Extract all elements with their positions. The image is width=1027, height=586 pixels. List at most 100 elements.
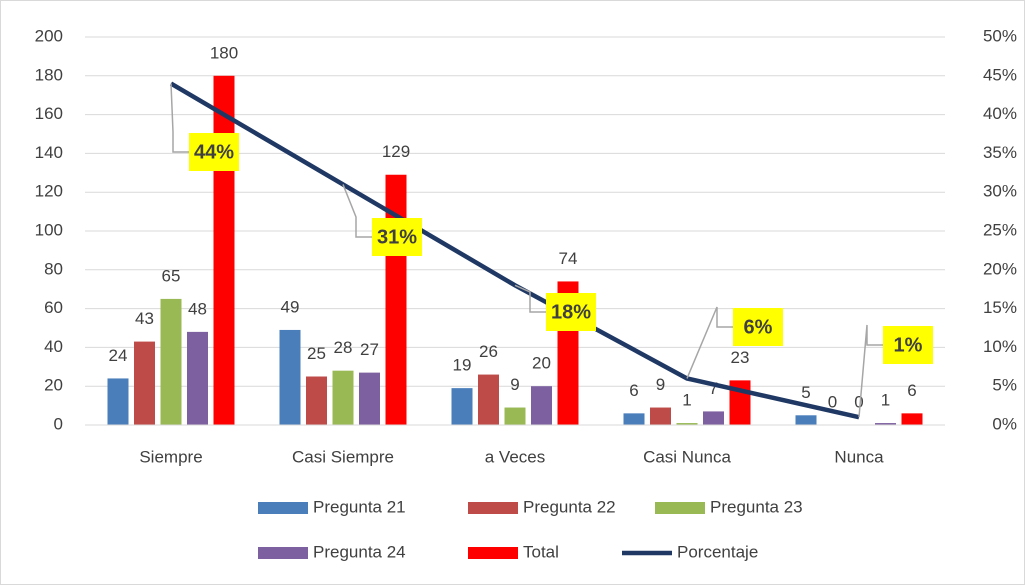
y2-tick-label: 0%	[992, 414, 1017, 433]
y-tick-label: 200	[35, 26, 63, 45]
y-tick-label: 160	[35, 104, 63, 123]
data-label: 19	[453, 356, 472, 375]
y-tick-label: 100	[35, 220, 63, 239]
data-label: 74	[559, 249, 578, 268]
label-box	[189, 133, 239, 171]
legend-label: Pregunta 21	[313, 497, 406, 516]
data-label: 6	[629, 381, 638, 400]
y-tick-label: 60	[44, 298, 63, 317]
data-label: 1	[682, 391, 691, 410]
data-label: 7	[709, 379, 718, 398]
data-label: 18%	[551, 301, 591, 323]
data-label: 6%	[744, 316, 773, 338]
x-tick-label: Casi Nunca	[643, 447, 731, 466]
bar	[901, 413, 923, 425]
y-tick-label: 40	[44, 337, 63, 356]
y2-tick-label: 50%	[983, 26, 1017, 45]
data-label: 1	[881, 391, 890, 410]
label-box	[372, 218, 422, 256]
bar	[531, 386, 552, 425]
data-label: 9	[510, 375, 519, 394]
y-tick-label: 140	[35, 143, 63, 162]
leader-line	[170, 83, 191, 153]
legend-swatch	[468, 547, 518, 559]
legend-swatch	[468, 502, 518, 514]
label-box	[546, 293, 596, 331]
x-tick-label: Casi Siempre	[292, 447, 394, 466]
data-label: 6	[907, 381, 916, 400]
label-box	[883, 326, 933, 364]
bar	[504, 407, 526, 425]
bar	[134, 341, 155, 425]
leader-line	[686, 306, 735, 379]
bar	[703, 411, 724, 425]
bar	[650, 407, 671, 425]
legend-label: Porcentaje	[677, 542, 758, 561]
data-label: 28	[334, 338, 353, 357]
y2-tick-label: 20%	[983, 259, 1017, 278]
y-tick-label: 180	[35, 65, 63, 84]
legend-label: Pregunta 24	[313, 542, 406, 561]
legend-label: Total	[523, 542, 559, 561]
bar	[623, 413, 645, 425]
leader-line	[514, 284, 548, 313]
x-tick-label: a Veces	[485, 447, 546, 466]
y2-tick-label: 15%	[983, 298, 1017, 317]
bar	[213, 75, 235, 426]
data-label: 5	[801, 383, 810, 402]
data-label: 26	[479, 342, 498, 361]
data-label: 49	[281, 297, 300, 316]
x-tick-label: Nunca	[834, 447, 884, 466]
bar	[332, 370, 354, 425]
bar	[478, 374, 499, 425]
bar	[160, 298, 182, 425]
y-tick-label: 80	[44, 259, 63, 278]
bar	[306, 376, 327, 425]
bar	[187, 331, 208, 425]
leader-line	[858, 324, 885, 418]
y2-tick-label: 45%	[983, 65, 1017, 84]
legend-label: Pregunta 23	[710, 497, 803, 516]
data-label: 24	[109, 346, 128, 365]
y-tick-label: 20	[44, 376, 63, 395]
y2-tick-label: 40%	[983, 104, 1017, 123]
legend-label: Pregunta 22	[523, 497, 616, 516]
bar	[795, 415, 817, 425]
y2-tick-label: 25%	[983, 220, 1017, 239]
y-tick-label: 120	[35, 182, 63, 201]
bar	[107, 378, 129, 425]
data-label: 180	[210, 43, 238, 62]
x-tick-label: Siempre	[139, 447, 202, 466]
bar	[359, 372, 380, 425]
data-label: 1%	[894, 334, 923, 356]
data-label: 129	[382, 142, 410, 161]
data-label: 0	[854, 392, 863, 411]
data-label: 44%	[194, 141, 234, 163]
bar	[279, 329, 301, 425]
y2-tick-label: 35%	[983, 143, 1017, 162]
data-label: 27	[360, 340, 379, 359]
y2-tick-label: 30%	[983, 182, 1017, 201]
bar	[451, 388, 473, 425]
data-label: 65	[162, 266, 181, 285]
label-box	[733, 308, 783, 346]
data-label: 20	[532, 354, 551, 373]
bar	[875, 423, 896, 425]
legend-swatch	[258, 502, 308, 514]
leader-line	[342, 184, 374, 238]
data-label: 0	[828, 392, 837, 411]
data-label: 25	[307, 344, 326, 363]
bar	[676, 423, 698, 425]
data-label: 48	[188, 299, 207, 318]
y2-tick-label: 5%	[992, 376, 1017, 395]
data-label: 31%	[377, 226, 417, 248]
legend-swatch	[655, 502, 705, 514]
data-label: 9	[656, 375, 665, 394]
data-label: 43	[135, 309, 154, 328]
legend-swatch	[258, 547, 308, 559]
y-tick-label: 0	[54, 414, 63, 433]
data-label: 23	[731, 348, 750, 367]
